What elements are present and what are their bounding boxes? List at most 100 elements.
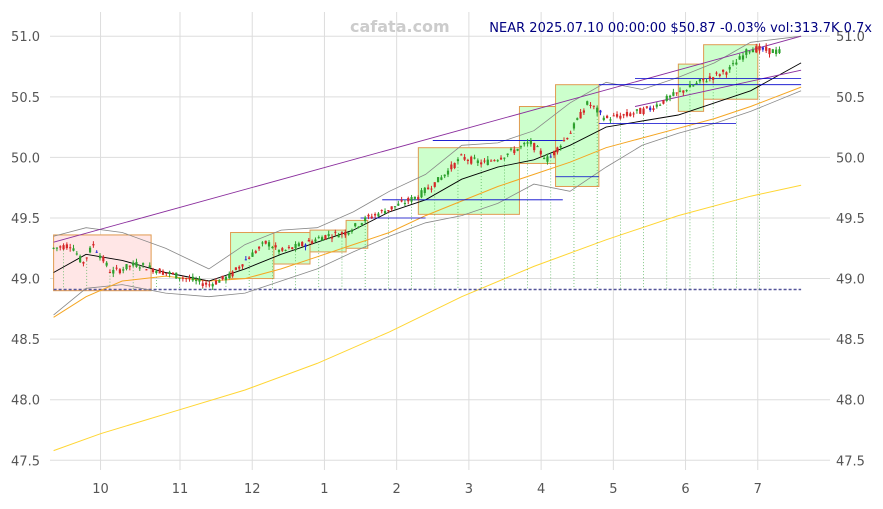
x-tick-label: 1 — [320, 482, 328, 497]
candle-body — [125, 264, 128, 270]
candle-body — [559, 145, 562, 148]
candle-body — [118, 269, 121, 274]
candle-body — [185, 278, 188, 280]
candle-body — [69, 247, 72, 249]
candle-body — [314, 239, 317, 242]
candle-body — [373, 214, 377, 216]
candle-body — [602, 117, 605, 121]
candle-body — [715, 72, 718, 74]
candle-body — [228, 273, 231, 279]
y-tick-label-left: 49.0 — [11, 273, 40, 288]
candle-body — [218, 280, 221, 283]
candle-body — [281, 248, 284, 251]
candle-body — [652, 108, 655, 110]
candle-body — [248, 257, 251, 259]
candle-body — [556, 147, 559, 153]
candle-body — [79, 256, 82, 263]
candle-body — [615, 114, 619, 117]
candle-body — [649, 107, 652, 111]
ma-mid-line — [53, 86, 802, 318]
candle-body — [145, 269, 148, 271]
candle-body — [741, 55, 745, 60]
x-tick-label: 4 — [537, 482, 545, 497]
chart-title: NEAR 2025.07.10 00:00:00 $50.87 -0.03% v… — [489, 21, 872, 36]
candle-body — [552, 151, 556, 156]
candlesticks — [52, 43, 781, 290]
candle-body — [320, 237, 324, 241]
candle-body — [115, 267, 118, 269]
candle-body — [324, 235, 327, 239]
candle-body — [410, 197, 413, 202]
candle-body — [380, 210, 383, 212]
candle-body — [685, 90, 688, 92]
candle-body — [224, 276, 228, 281]
candle-body — [639, 108, 642, 114]
candle-body — [204, 282, 208, 285]
candle-body — [277, 249, 281, 253]
ma-long-line — [53, 184, 802, 452]
range-box-down — [53, 234, 152, 292]
candle-body — [257, 246, 261, 249]
candle-body — [513, 149, 516, 154]
range-box-up — [677, 63, 705, 112]
x-tick-label: 10 — [92, 482, 109, 497]
candle-body — [433, 182, 436, 187]
candle-body — [698, 79, 702, 82]
candle-body — [350, 230, 353, 232]
candle-body — [135, 261, 138, 267]
candle-body — [165, 272, 168, 274]
candle-body — [377, 213, 380, 217]
candle-body — [301, 242, 304, 246]
candle-body — [330, 237, 334, 239]
candle-body — [668, 95, 672, 98]
candle-body — [586, 101, 589, 105]
candle-body — [148, 265, 151, 268]
candle-body — [241, 264, 244, 267]
signal-drop-lines — [63, 53, 760, 290]
candle-body — [480, 162, 483, 165]
candle-body — [702, 78, 705, 81]
candle-body — [731, 63, 735, 65]
candle-body — [466, 159, 469, 161]
candle-body — [725, 72, 728, 75]
candle-body — [489, 160, 493, 162]
y-tick-label-right: 48.0 — [836, 394, 865, 409]
candle-body — [327, 234, 330, 236]
candle-body — [191, 276, 194, 281]
candle-body — [261, 242, 264, 244]
candle-body — [271, 247, 274, 249]
bollinger-bands — [53, 35, 802, 316]
candle-body — [354, 223, 357, 227]
candle-body — [112, 269, 115, 274]
candle-body — [543, 157, 546, 159]
candle-body — [340, 232, 344, 235]
candle-body — [596, 107, 599, 113]
candle-body — [407, 198, 410, 202]
candle-body — [662, 100, 665, 104]
candle-body — [768, 48, 771, 55]
candle-body — [264, 240, 267, 244]
candle-body — [304, 244, 307, 247]
candle-body — [221, 275, 224, 280]
candle-body — [771, 49, 774, 53]
candle-body — [493, 160, 496, 162]
candle-body — [178, 277, 181, 279]
candle-body — [659, 104, 662, 106]
candle-body — [188, 278, 191, 280]
candle-body — [423, 187, 426, 193]
candle-body — [506, 153, 509, 155]
candle-body — [234, 267, 237, 270]
candle-body — [509, 148, 513, 150]
candle-body — [622, 114, 625, 116]
candle-body — [655, 104, 658, 107]
candle-body — [446, 170, 450, 175]
candle-body — [52, 247, 55, 249]
candle-body — [98, 255, 102, 259]
candle-body — [141, 263, 145, 265]
candle-body — [562, 140, 566, 142]
candle-body — [635, 109, 639, 111]
candle-body — [765, 46, 768, 51]
candle-body — [569, 132, 572, 134]
candle-body — [539, 150, 542, 155]
